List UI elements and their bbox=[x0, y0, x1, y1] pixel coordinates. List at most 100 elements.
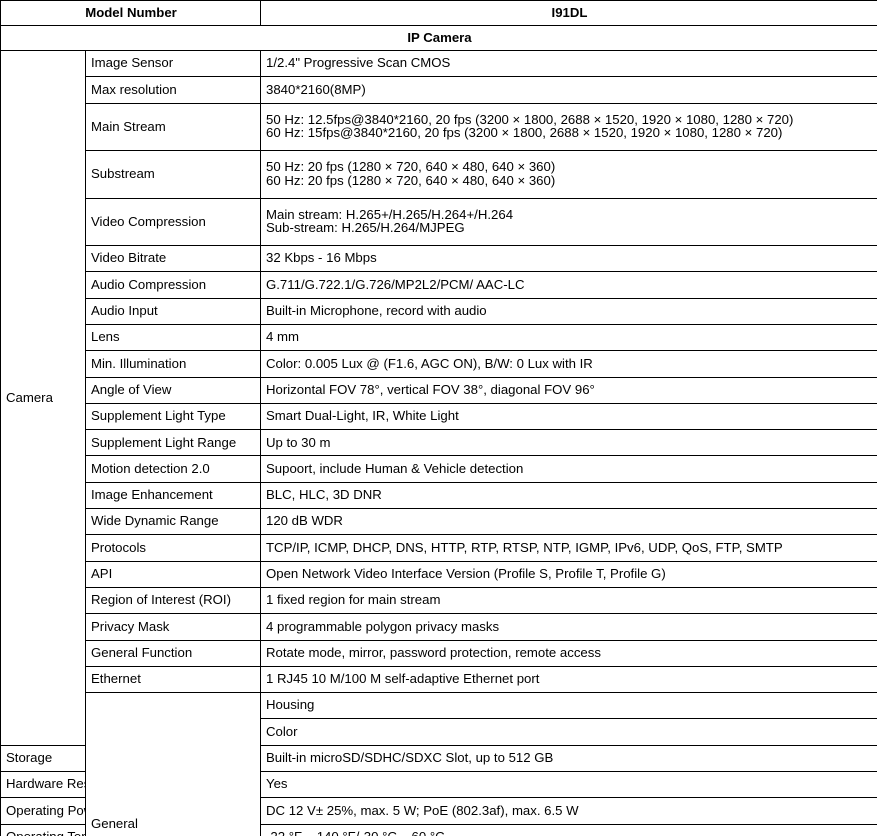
spec-value: Smart Dual-Light, IR, White Light bbox=[260, 402, 877, 431]
spec-value: -22 °F – 140 °F/-30 °C – 60 °C bbox=[260, 823, 877, 836]
spec-value: 120 dB WDR bbox=[260, 508, 877, 536]
spec-label: Image Sensor bbox=[85, 49, 261, 78]
spec-value: Horizontal FOV 78°, vertical FOV 38°, di… bbox=[260, 376, 877, 404]
spec-value: 50 Hz: 12.5fps@3840*2160, 20 fps (3200 ×… bbox=[260, 102, 877, 152]
spec-value: 3840*2160(8MP) bbox=[260, 76, 877, 104]
value-line: Yes bbox=[266, 776, 288, 792]
value-line: 50 Hz: 20 fps (1280 × 720, 640 × 480, 64… bbox=[266, 159, 556, 175]
spec-label: Operating Power bbox=[0, 797, 86, 825]
table-row: Hardware Reset Yes bbox=[0, 771, 877, 799]
spec-value: BLC, HLC, 3D DNR bbox=[260, 481, 877, 510]
table-row: Angle of View Horizontal FOV 78°, vertic… bbox=[1, 376, 877, 404]
table-row: Region of Interest (ROI) 1 fixed region … bbox=[1, 586, 877, 615]
value-line: -22 °F – 140 °F/-30 °C – 60 °C bbox=[266, 830, 873, 836]
value-line: 60 Hz: 20 fps (1280 × 720, 640 × 480, 64… bbox=[266, 172, 556, 188]
table-row: Motion detection 2.0 Supoort, include Hu… bbox=[1, 455, 877, 483]
value-line: 1 fixed region for main stream bbox=[266, 592, 441, 608]
spec-label: Housing bbox=[260, 692, 877, 720]
group-label-camera: Camera bbox=[0, 50, 86, 746]
spec-label: General Function bbox=[85, 639, 261, 667]
table-row: Camera Image Sensor 1/2.4" Progressive S… bbox=[0, 49, 877, 746]
table-row: Audio Compression G.711/G.722.1/G.726/MP… bbox=[1, 271, 877, 299]
table-row: Ethernet 1 RJ45 10 M/100 M self-adaptive… bbox=[1, 665, 877, 694]
spec-value: 50 Hz: 20 fps (1280 × 720, 640 × 480, 64… bbox=[260, 150, 877, 199]
group-label-general: General bbox=[85, 692, 261, 836]
spec-label: Protocols bbox=[85, 534, 261, 562]
spec-value: 1/2.4" Progressive Scan CMOS bbox=[260, 49, 877, 78]
spec-label: Ethernet bbox=[85, 665, 261, 694]
value-line: 60 Hz: 15fps@3840*2160, 20 fps (3200 × 1… bbox=[266, 125, 783, 141]
table-row: Min. Illumination Color: 0.005 Lux @ (F1… bbox=[1, 350, 877, 378]
value-line: 4 mm bbox=[266, 329, 299, 345]
spec-label: Video Compression bbox=[85, 197, 261, 247]
spec-value: 1 RJ45 10 M/100 M self-adaptive Ethernet… bbox=[260, 665, 877, 694]
value-line: 4 programmable polygon privacy masks bbox=[266, 618, 500, 634]
table-row: General Housing Metal & Plastic bbox=[1, 692, 877, 836]
value-line: TCP/IP, ICMP, DHCP, DNS, HTTP, RTP, RTSP… bbox=[266, 539, 783, 555]
spec-value: Yes bbox=[260, 771, 877, 799]
spec-label: Audio Compression bbox=[85, 271, 261, 299]
table-row: Max resolution 3840*2160(8MP) bbox=[1, 76, 877, 104]
value-line: 120 dB WDR bbox=[266, 513, 343, 529]
value-line: 32 Kbps - 16 Mbps bbox=[266, 250, 377, 266]
spec-label: Motion detection 2.0 bbox=[85, 455, 261, 483]
spec-value: Supoort, include Human & Vehicle detecti… bbox=[260, 455, 877, 483]
value-line: G.711/G.722.1/G.726/MP2L2/PCM/ AAC-LC bbox=[266, 276, 525, 292]
value-line: 1/2.4" Progressive Scan CMOS bbox=[266, 55, 451, 71]
spec-label: Region of Interest (ROI) bbox=[85, 586, 261, 615]
spec-label: Supplement Light Type bbox=[85, 402, 261, 431]
spec-label: Operating Temperature bbox=[0, 823, 86, 836]
spec-label: Storage bbox=[0, 744, 86, 773]
table-row: Lens 4 mm bbox=[1, 323, 877, 352]
table-row: Supplement Light Range Up to 30 m bbox=[1, 429, 877, 457]
table-row: Operating Temperature -22 °F – 140 °F/-3… bbox=[0, 823, 877, 836]
spec-label: Min. Illumination bbox=[85, 350, 261, 378]
value-line: Sub-stream: H.265/H.264/MJPEG bbox=[266, 220, 465, 236]
spec-label: Angle of View bbox=[85, 376, 261, 404]
spec-label: Wide Dynamic Range bbox=[85, 508, 261, 536]
value-line: BLC, HLC, 3D DNR bbox=[266, 487, 382, 503]
spec-value: Built-in Microphone, record with audio bbox=[260, 297, 877, 325]
spec-value: Open Network Video Interface Version (Pr… bbox=[260, 560, 877, 588]
spec-label: Hardware Reset bbox=[0, 771, 86, 799]
table-row: API Open Network Video Interface Version… bbox=[1, 560, 877, 588]
value-line: 50 Hz: 12.5fps@3840*2160, 20 fps (3200 ×… bbox=[266, 111, 794, 127]
spec-label: API bbox=[85, 560, 261, 588]
table-row: Operating Power DC 12 V± 25%, max. 5 W; … bbox=[0, 797, 877, 825]
value-line: Main stream: H.265+/H.265/H.264+/H.264 bbox=[266, 206, 514, 222]
spec-value: Color: 0.005 Lux @ (F1.6, AGC ON), B/W: … bbox=[260, 350, 877, 378]
spec-label: Audio Input bbox=[85, 297, 261, 325]
table-row: Image Enhancement BLC, HLC, 3D DNR bbox=[1, 481, 877, 510]
spec-value: Main stream: H.265+/H.265/H.264+/H.264 S… bbox=[260, 197, 877, 247]
spec-label: Privacy Mask bbox=[85, 613, 261, 641]
value-line: Built-in microSD/SDHC/SDXC Slot, up to 5… bbox=[266, 750, 554, 766]
value-line: Up to 30 m bbox=[266, 434, 331, 450]
section-banner-ip-camera: IP Camera bbox=[0, 25, 877, 51]
table-row: Wide Dynamic Range 120 dB WDR bbox=[1, 508, 877, 536]
spec-label: Max resolution bbox=[85, 76, 261, 104]
table-header-row: Model Number I91DL bbox=[0, 0, 877, 26]
table-row: Protocols TCP/IP, ICMP, DHCP, DNS, HTTP,… bbox=[1, 534, 877, 562]
spec-label: Color bbox=[260, 718, 877, 746]
value-line: Built-in Microphone, record with audio bbox=[266, 303, 487, 319]
value-line: 3840*2160(8MP) bbox=[266, 81, 366, 97]
table-row: Privacy Mask 4 programmable polygon priv… bbox=[1, 613, 877, 641]
value-line: Open Network Video Interface Version (Pr… bbox=[266, 566, 666, 581]
spec-value: 4 mm bbox=[260, 323, 877, 352]
model-number-value: I91DL bbox=[260, 0, 877, 26]
table-row: Substream 50 Hz: 20 fps (1280 × 720, 640… bbox=[1, 150, 877, 199]
table-row: Video Compression Main stream: H.265+/H.… bbox=[1, 197, 877, 247]
spec-label: Supplement Light Range bbox=[85, 429, 261, 457]
value-line: DC 12 V± 25%, max. 5 W; PoE (802.3af), m… bbox=[266, 802, 579, 818]
value-line: Horizontal FOV 78°, vertical FOV 38°, di… bbox=[266, 381, 595, 397]
table-row: Supplement Light Type Smart Dual-Light, … bbox=[1, 402, 877, 431]
spec-value: Up to 30 m bbox=[260, 429, 877, 457]
value-line: Smart Dual-Light, IR, White Light bbox=[266, 408, 459, 424]
spec-label: Lens bbox=[85, 323, 261, 352]
value-line: Color: 0.005 Lux @ (F1.6, AGC ON), B/W: … bbox=[266, 355, 593, 371]
value-line: 1 RJ45 10 M/100 M self-adaptive Ethernet… bbox=[266, 671, 540, 687]
table-row: Audio Input Built-in Microphone, record … bbox=[1, 297, 877, 325]
spec-label: Video Bitrate bbox=[85, 245, 261, 273]
section-banner-row: IP Camera bbox=[0, 25, 877, 51]
